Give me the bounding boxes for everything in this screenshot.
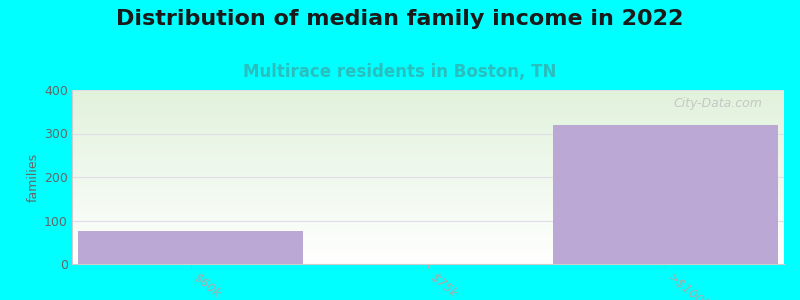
Text: City-Data.com: City-Data.com: [674, 97, 762, 110]
Text: Distribution of median family income in 2022: Distribution of median family income in …: [116, 9, 684, 29]
Y-axis label: families: families: [26, 152, 40, 202]
Text: Multirace residents in Boston, TN: Multirace residents in Boston, TN: [243, 63, 557, 81]
Bar: [78, 231, 303, 264]
Bar: [553, 125, 778, 264]
